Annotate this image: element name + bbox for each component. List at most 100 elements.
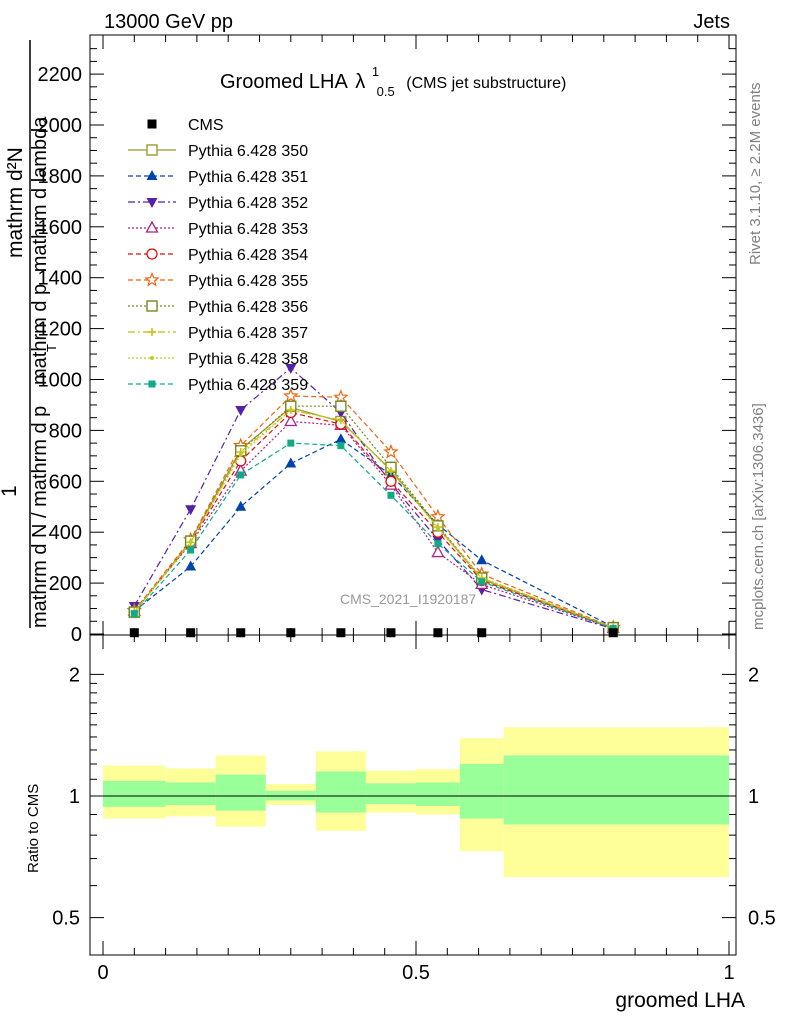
series-point [237, 471, 245, 479]
legend-label: Pythia 6.428 353 [188, 221, 308, 238]
legend-label: Pythia 6.428 358 [188, 351, 308, 368]
ylabel-subscript-t: T [44, 344, 59, 352]
rivet-label: Rivet 3.1.10, ≥ 2.2M events [747, 83, 764, 266]
ylabel-derivatives: mathrm d p mathrm d lambda [29, 116, 51, 385]
legend-marker [146, 198, 158, 208]
series-point [431, 545, 445, 558]
ratio-y-tick-label-right: 2 [748, 664, 759, 686]
legend-label: Pythia 6.428 352 [188, 195, 308, 212]
ratio-bands [103, 727, 729, 878]
legend-label: Pythia 6.428 350 [188, 143, 308, 160]
ratio-inner-band [416, 782, 460, 806]
ratio-inner-band [165, 782, 216, 805]
legend-entry-10: Pythia 6.428 359 [128, 377, 308, 394]
legend-entry-5: Pythia 6.428 354 [128, 247, 308, 264]
legend-marker [147, 119, 157, 129]
series-point [188, 539, 193, 544]
series-point [238, 452, 243, 457]
legend-entry-7: Pythia 6.428 356 [128, 299, 308, 316]
cms-point [186, 628, 196, 638]
title-lambda: λ [355, 71, 365, 93]
title-superscript: 1 [372, 64, 379, 79]
legend-marker [146, 300, 158, 312]
legend-label: Pythia 6.428 356 [188, 299, 308, 316]
series-point [383, 443, 399, 459]
cms-point [433, 628, 443, 638]
mcplots-label: mcplots.cern.ch [arXiv:1306.3436] [750, 403, 767, 630]
cms-point [608, 628, 618, 638]
series-point [285, 457, 297, 468]
legend-entry-1: Pythia 6.428 350 [128, 143, 308, 160]
legend-entry-3: Pythia 6.428 352 [128, 195, 308, 212]
legend-label: Pythia 6.428 357 [188, 325, 308, 342]
legend-marker [146, 144, 158, 156]
ratio-inner-band [315, 771, 366, 813]
y-tick-label: 1600 [38, 217, 83, 239]
y-tick-label: 0 [71, 624, 82, 646]
series-point [285, 364, 297, 375]
ratio-inner-band [365, 783, 416, 805]
series-point [388, 469, 393, 474]
ratio-y-tick-label-right: 0.5 [748, 908, 776, 930]
legend-marker [148, 328, 156, 336]
series-line [133, 395, 614, 628]
legend-entry-9: Pythia 6.428 358 [128, 351, 308, 368]
ylabel-part-lambda: mathrm d lambda [29, 116, 51, 272]
analysis-watermark: CMS_2021_I1920187 [340, 591, 476, 607]
legend-marker [146, 248, 158, 260]
series-point [476, 554, 488, 565]
legend-label: CMS [188, 117, 224, 134]
series-point [185, 505, 197, 516]
legend-entry-2: Pythia 6.428 351 [128, 169, 308, 186]
ratio-y-tick-label-right: 1 [748, 786, 759, 808]
cms-point [477, 628, 487, 638]
series-point [337, 442, 345, 450]
series-point [130, 610, 138, 618]
series-point [235, 406, 247, 417]
legend-label: Pythia 6.428 355 [188, 273, 308, 290]
y-tick-label: 1800 [38, 166, 83, 188]
legend-marker [144, 271, 160, 287]
series-point [338, 418, 343, 423]
series-line [133, 438, 614, 628]
legend-entry-cms: CMS [147, 117, 224, 134]
series-point [288, 408, 293, 413]
legend-marker [148, 380, 156, 388]
x-tick-label: 0.5 [402, 962, 430, 984]
series-line [133, 367, 614, 630]
legend-entry-8: Pythia 6.428 357 [128, 325, 308, 342]
ylabel-denominator: mathrm d N / mathrm d p [29, 406, 51, 628]
y-tick-label: 1000 [38, 370, 83, 392]
header-left: 13000 GeV pp [104, 11, 233, 33]
series-line [133, 405, 614, 629]
cms-point [236, 628, 246, 638]
series-point [185, 560, 197, 571]
x-tick-label: 1 [723, 962, 734, 984]
series-point [283, 387, 299, 403]
series-point [385, 475, 397, 487]
legend-marker [145, 220, 159, 233]
x-axis-label: groomed LHA [615, 989, 745, 1012]
ratio-inner-band [459, 764, 504, 819]
legend: CMS Pythia 6.428 350 Pythia 6.428 351 Pythi… [128, 117, 308, 394]
series-point [287, 439, 295, 447]
legend-label: Pythia 6.428 354 [188, 247, 308, 264]
ylabel-top: mathrm d²N [4, 147, 27, 258]
main-axis-ticks: 0 200 400 600 800 1000 1200 1400 1600 1800 2000 220… [38, 35, 736, 646]
y-tick-label: 600 [49, 471, 82, 493]
y-tick-label: 400 [49, 522, 82, 544]
cms-data-points [129, 628, 618, 638]
ratio-inner-band [103, 780, 166, 807]
cms-point [386, 628, 396, 638]
cms-point [286, 628, 296, 638]
ratio-panel-frame [89, 634, 737, 956]
y-tick-label: 800 [49, 420, 82, 442]
legend-marker [150, 356, 154, 360]
ratio-inner-band [503, 755, 729, 825]
ratio-inner-band [215, 774, 266, 811]
y-tick-label: 200 [49, 573, 82, 595]
chart-title: Groomed LHA λ 1 0.5 (CMS jet substructur… [220, 59, 566, 101]
y-tick-label: 2000 [38, 115, 83, 137]
legend-marker [146, 170, 158, 180]
main-y-axis-label: mathrm d²N mathrm d p mathrm d lambda 1 … [0, 40, 59, 628]
